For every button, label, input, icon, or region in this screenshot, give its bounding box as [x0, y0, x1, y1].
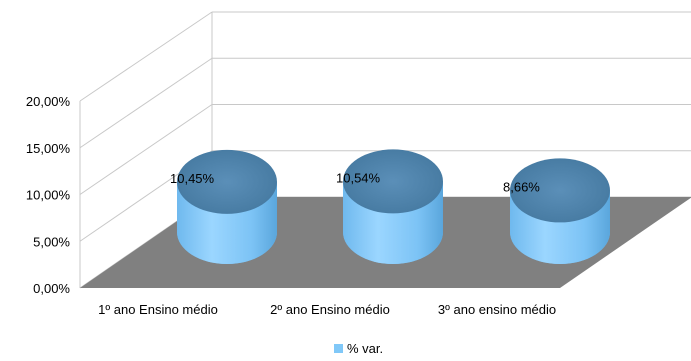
bar-bottom-front [177, 232, 277, 264]
y-tick-label: 5,00% [33, 234, 70, 249]
x-category-label: 3º ano ensino médio [438, 302, 556, 317]
x-category-label: 2º ano Ensino médio [270, 302, 390, 317]
y-axis-ticks: 0,00% 5,00% 10,00% 15,00% 20,00% [26, 94, 71, 296]
bar-top [343, 149, 443, 214]
bar-bottom-front [343, 232, 443, 264]
legend-label: % var. [347, 341, 383, 356]
bar-2 [343, 149, 443, 264]
y-tick-label: 10,00% [26, 188, 71, 203]
bar-1 [177, 149, 277, 264]
data-labels: 10,45% 10,54% 8,66% [170, 170, 540, 194]
bar-3 [510, 158, 610, 264]
x-axis-labels: 1º ano Ensino médio 2º ano Ensino médio 3º… [98, 302, 556, 317]
data-label: 10,54% [336, 170, 381, 185]
y-tick-label: 20,00% [26, 94, 71, 109]
side-gridline [79, 104, 213, 195]
side-gridline [79, 11, 213, 102]
legend-swatch [334, 344, 343, 353]
data-label: 8,66% [503, 179, 540, 194]
y-tick-label: 0,00% [33, 281, 70, 296]
y-tick-label: 15,00% [26, 141, 71, 156]
bar-bottom-front [510, 232, 610, 264]
bar-top [177, 149, 277, 214]
side-gridline [79, 57, 213, 149]
bar-top [510, 158, 610, 223]
data-label: 10,45% [170, 171, 215, 186]
legend: % var. [334, 341, 383, 356]
bars [177, 149, 610, 264]
x-category-label: 1º ano Ensino médio [98, 302, 218, 317]
